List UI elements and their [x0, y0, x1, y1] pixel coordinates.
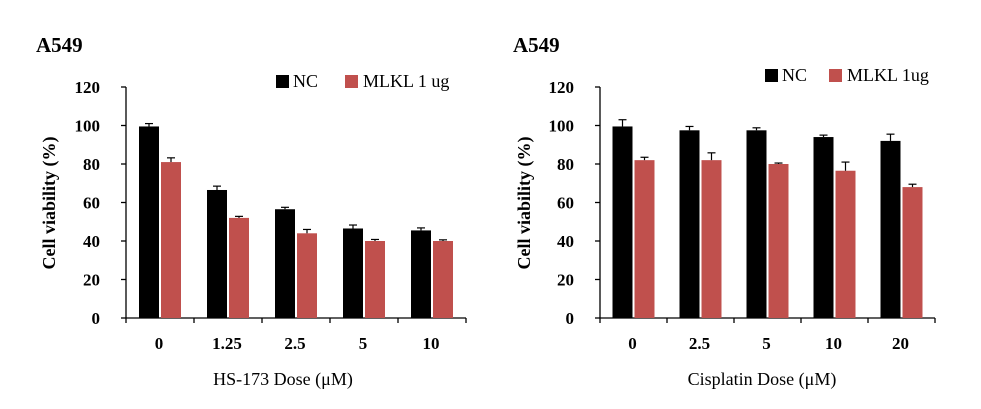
legend-label-nc: NC: [293, 71, 318, 91]
bar-mlkl: [161, 162, 181, 318]
y-axis-title: Cell viability (%): [39, 137, 60, 270]
x-tick-label: 2.5: [284, 334, 305, 353]
cisplatin-chart-panel: A549 NC MLKL 1ug Cell viability (%) Cisp…: [513, 33, 936, 390]
x-tick-label: 2.5: [689, 334, 710, 353]
y-tick-label: 60: [557, 194, 574, 213]
x-tick-label: 0: [155, 334, 164, 353]
legend-swatch-nc: [765, 69, 778, 82]
x-axis-title: Cisplatin Dose (μM): [688, 369, 837, 390]
y-tick-label: 120: [549, 78, 575, 97]
y-axis-title: Cell viability (%): [514, 137, 535, 270]
bar-nc: [343, 228, 363, 318]
bar-nc: [813, 137, 834, 318]
bar-mlkl: [701, 160, 722, 318]
bar-mlkl: [634, 160, 655, 318]
y-tick-label: 0: [566, 309, 575, 328]
y-tick-label: 40: [557, 232, 574, 251]
bar-nc: [612, 126, 633, 319]
y-tick-label: 0: [92, 309, 101, 328]
bar-nc: [139, 126, 159, 319]
y-tick-label: 80: [557, 155, 574, 174]
legend-swatch-mlkl: [829, 69, 842, 82]
bar-nc: [275, 209, 295, 318]
y-tick-label: 40: [83, 232, 100, 251]
bar-mlkl: [433, 241, 453, 318]
bar-mlkl: [835, 170, 856, 318]
y-tick-label: 60: [83, 194, 100, 213]
y-tick-label: 20: [557, 271, 574, 290]
x-tick-label: 0: [628, 334, 637, 353]
bar-mlkl: [297, 233, 317, 318]
x-tick-label: 10: [825, 334, 842, 353]
x-axis-title: HS-173 Dose (μM): [213, 369, 353, 390]
x-tick-label: 10: [423, 334, 440, 353]
legend-label-nc: NC: [782, 65, 807, 85]
hs173-chart-panel: A549 NC MLKL 1 ug Cell viability (%) HS-…: [36, 33, 467, 390]
legend-swatch-nc: [276, 75, 289, 88]
y-tick-label: 120: [75, 78, 101, 97]
bar-nc: [411, 230, 431, 318]
bar-nc: [207, 189, 227, 318]
bar-nc: [746, 130, 767, 318]
x-tick-label: 20: [892, 334, 909, 353]
bar-mlkl: [229, 217, 249, 318]
y-tick-label: 80: [83, 155, 100, 174]
bar-nc: [880, 140, 901, 318]
panel-title: A549: [513, 33, 560, 57]
y-tick-label: 100: [549, 117, 575, 136]
legend-label-mlkl: MLKL 1ug: [847, 65, 929, 85]
x-tick-label: 5: [762, 334, 771, 353]
bar-mlkl: [768, 164, 789, 318]
bar-mlkl: [365, 241, 385, 318]
panel-title: A549: [36, 33, 83, 57]
y-tick-label: 100: [75, 117, 101, 136]
y-tick-label: 20: [83, 271, 100, 290]
bar-nc: [679, 130, 700, 318]
x-tick-label: 5: [359, 334, 368, 353]
x-tick-label: 1.25: [212, 334, 242, 353]
legend-swatch-mlkl: [345, 75, 358, 88]
legend-label-mlkl: MLKL 1 ug: [363, 71, 449, 91]
bar-mlkl: [902, 187, 923, 318]
